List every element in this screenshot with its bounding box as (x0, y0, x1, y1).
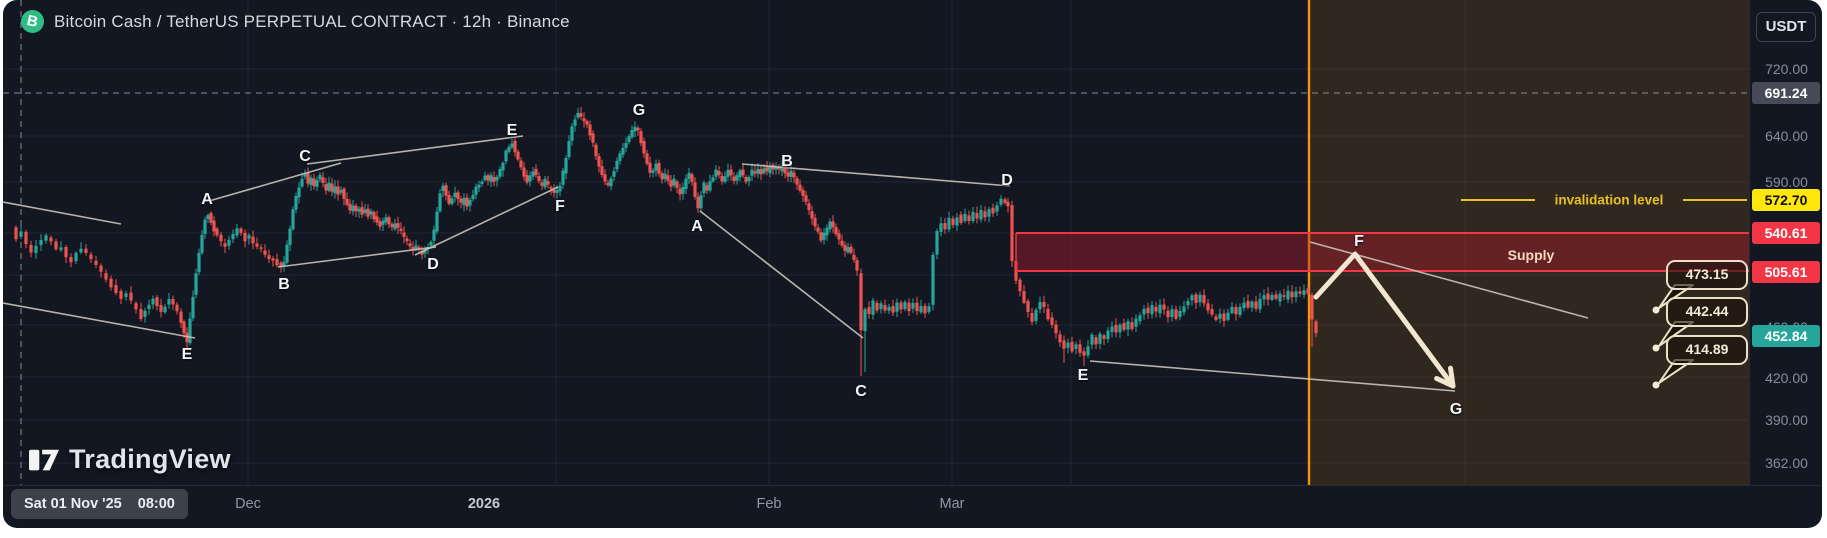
currency-toggle[interactable]: USDT (1756, 12, 1816, 42)
wave-letter-f: F (555, 198, 565, 215)
price-tick: 590.00 (1765, 174, 1808, 190)
supply-zone-label: Supply (1507, 247, 1555, 263)
crosshair-time: 08:00 (137, 496, 175, 512)
wave-letter-g: G (1449, 401, 1463, 418)
chart-widget: B Bitcoin Cash / TetherUS PERPETUAL CONT… (3, 0, 1822, 528)
price-tick: 390.00 (1765, 412, 1808, 428)
wave-letter-e: E (1077, 367, 1089, 384)
time-label: Mar (939, 496, 965, 512)
time-label: Feb (756, 496, 782, 512)
crosshair-date: Sat 01 Nov '25 (24, 496, 122, 512)
candles (14, 106, 1318, 376)
price-badge: 505.61 (1752, 261, 1820, 283)
chart-canvas[interactable] (3, 0, 1749, 485)
tradingview-logo-icon (27, 448, 61, 471)
time-label: Dec (235, 496, 261, 512)
time-label: 2026 (467, 496, 501, 512)
time-axis[interactable]: Sat 01 Nov '25 08:00 Dec 2026 Feb Mar (3, 485, 1822, 528)
price-tick: 720.00 (1765, 61, 1808, 77)
price-badge: 452.84 (1752, 325, 1820, 347)
bitcoin-cash-icon: B (21, 10, 44, 33)
wave-letter-e: E (181, 346, 193, 363)
wave-letter-d: D (427, 256, 439, 273)
crosshair-date-badge: Sat 01 Nov '25 08:00 (11, 489, 188, 519)
wave-letter-b: B (781, 153, 793, 170)
price-tick: 362.00 (1765, 455, 1808, 471)
wave-letter-f: F (1354, 233, 1364, 250)
price-tick: 420.00 (1765, 370, 1808, 386)
wave-letter-d: D (1001, 172, 1013, 189)
price-axis[interactable]: USDT 720.00640.00590.00500.00460.00420.0… (1749, 0, 1822, 485)
price-badge: 691.24 (1752, 82, 1820, 104)
wave-letter-e: E (506, 122, 518, 139)
wave-letter-a: A (691, 218, 703, 235)
wave-letter-a: A (201, 191, 213, 208)
price-tick: 640.00 (1765, 128, 1808, 144)
price-callout: 414.89 (1666, 335, 1748, 365)
tradingview-watermark[interactable]: TradingView (27, 444, 231, 475)
wave-letter-g: G (632, 102, 646, 119)
price-badge: 572.70 (1752, 189, 1820, 211)
wave-letter-c: C (299, 148, 311, 165)
price-callout: 473.15 (1666, 260, 1748, 290)
invalidation-level-label: invalidation level (1554, 192, 1664, 208)
tradingview-watermark-text: TradingView (69, 444, 231, 474)
chart-header: B Bitcoin Cash / TetherUS PERPETUAL CONT… (21, 10, 570, 33)
wave-letter-c: C (855, 383, 867, 400)
price-callout: 442.44 (1666, 297, 1748, 327)
wave-letter-b: B (278, 276, 290, 293)
price-badge: 540.61 (1752, 222, 1820, 244)
symbol-title: Bitcoin Cash / TetherUS PERPETUAL CONTRA… (54, 11, 570, 31)
